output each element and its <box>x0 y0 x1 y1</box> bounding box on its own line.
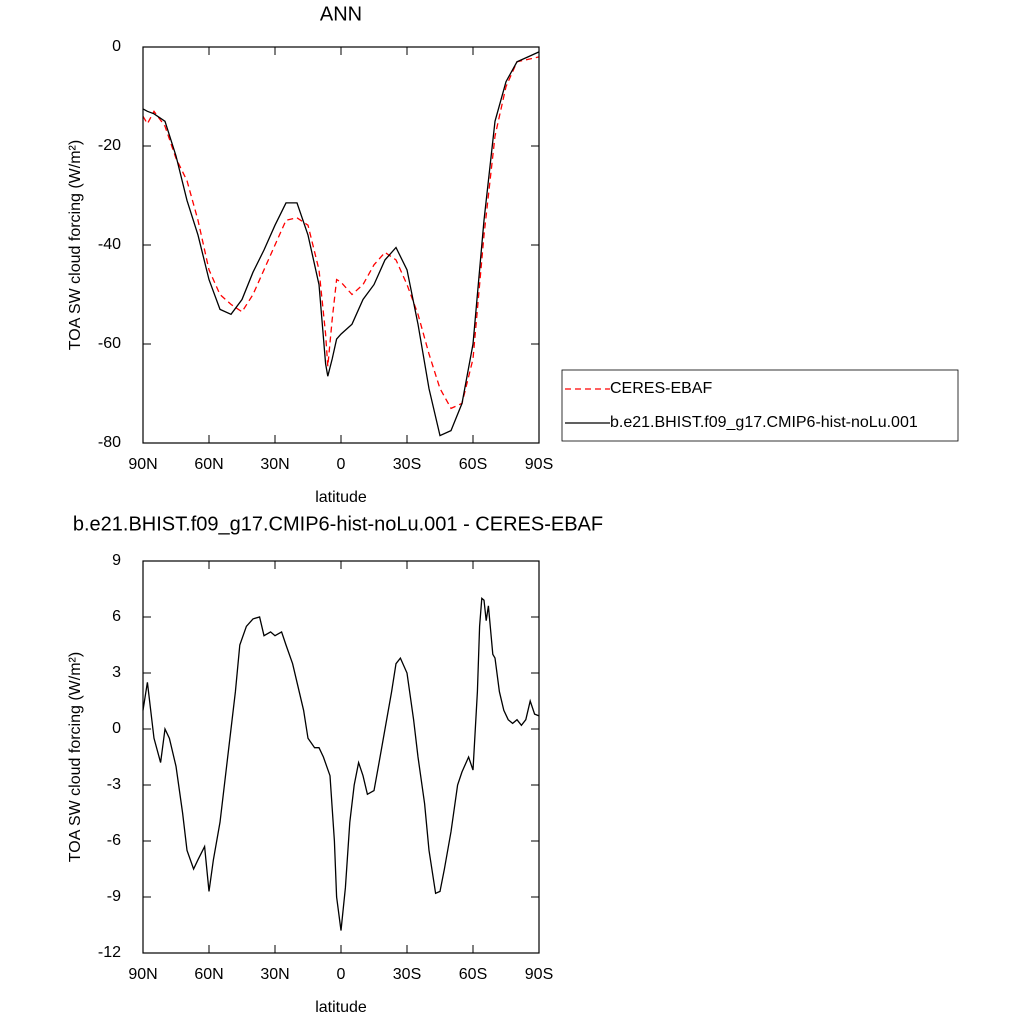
y-tick-label: -9 <box>107 888 121 905</box>
x-tick-label: 60N <box>194 966 223 983</box>
x-tick-label: 30N <box>260 966 289 983</box>
x-tick-label: 30N <box>260 456 289 473</box>
y-tick-label: -3 <box>107 776 121 793</box>
data-line <box>142 56 540 410</box>
x-axis-label: latitude <box>315 999 367 1016</box>
y-tick-label: 3 <box>112 664 121 681</box>
y-tick-label: -12 <box>98 944 121 961</box>
y-tick-label: -20 <box>98 137 121 154</box>
plot-frame <box>142 46 540 444</box>
legend-label: CERES-EBAF <box>610 380 712 397</box>
y-axis-label: TOA SW cloud forcing (W/m²) <box>67 140 84 350</box>
x-tick-label: 90S <box>525 456 553 473</box>
data-line <box>142 596 540 931</box>
y-tick-label: -40 <box>98 236 121 253</box>
y-tick-label: 0 <box>112 38 121 55</box>
y-tick-label: 6 <box>112 608 121 625</box>
y-tick-label: -60 <box>98 335 121 352</box>
x-tick-label: 30S <box>393 966 421 983</box>
chart-title: ANN <box>320 3 362 25</box>
legend-label: b.e21.BHIST.f09_g17.CMIP6-hist-noLu.001 <box>610 414 918 431</box>
y-tick-label: 0 <box>112 720 121 737</box>
y-tick-label: -6 <box>107 832 121 849</box>
x-axis-label: latitude <box>315 489 367 506</box>
y-tick-label: 9 <box>112 552 121 569</box>
y-axis-label: TOA SW cloud forcing (W/m²) <box>67 652 84 862</box>
x-tick-label: 60S <box>459 456 487 473</box>
data-line <box>142 51 540 437</box>
legend-box <box>561 369 959 442</box>
x-tick-label: 90S <box>525 966 553 983</box>
x-tick-label: 0 <box>337 966 346 983</box>
x-tick-label: 60N <box>194 456 223 473</box>
x-tick-label: 90N <box>128 456 157 473</box>
x-tick-label: 90N <box>128 966 157 983</box>
chart-title: b.e21.BHIST.f09_g17.CMIP6-hist-noLu.001 … <box>73 513 603 535</box>
x-tick-label: 60S <box>459 966 487 983</box>
y-tick-label: -80 <box>98 434 121 451</box>
x-tick-label: 30S <box>393 456 421 473</box>
x-tick-label: 0 <box>337 456 346 473</box>
